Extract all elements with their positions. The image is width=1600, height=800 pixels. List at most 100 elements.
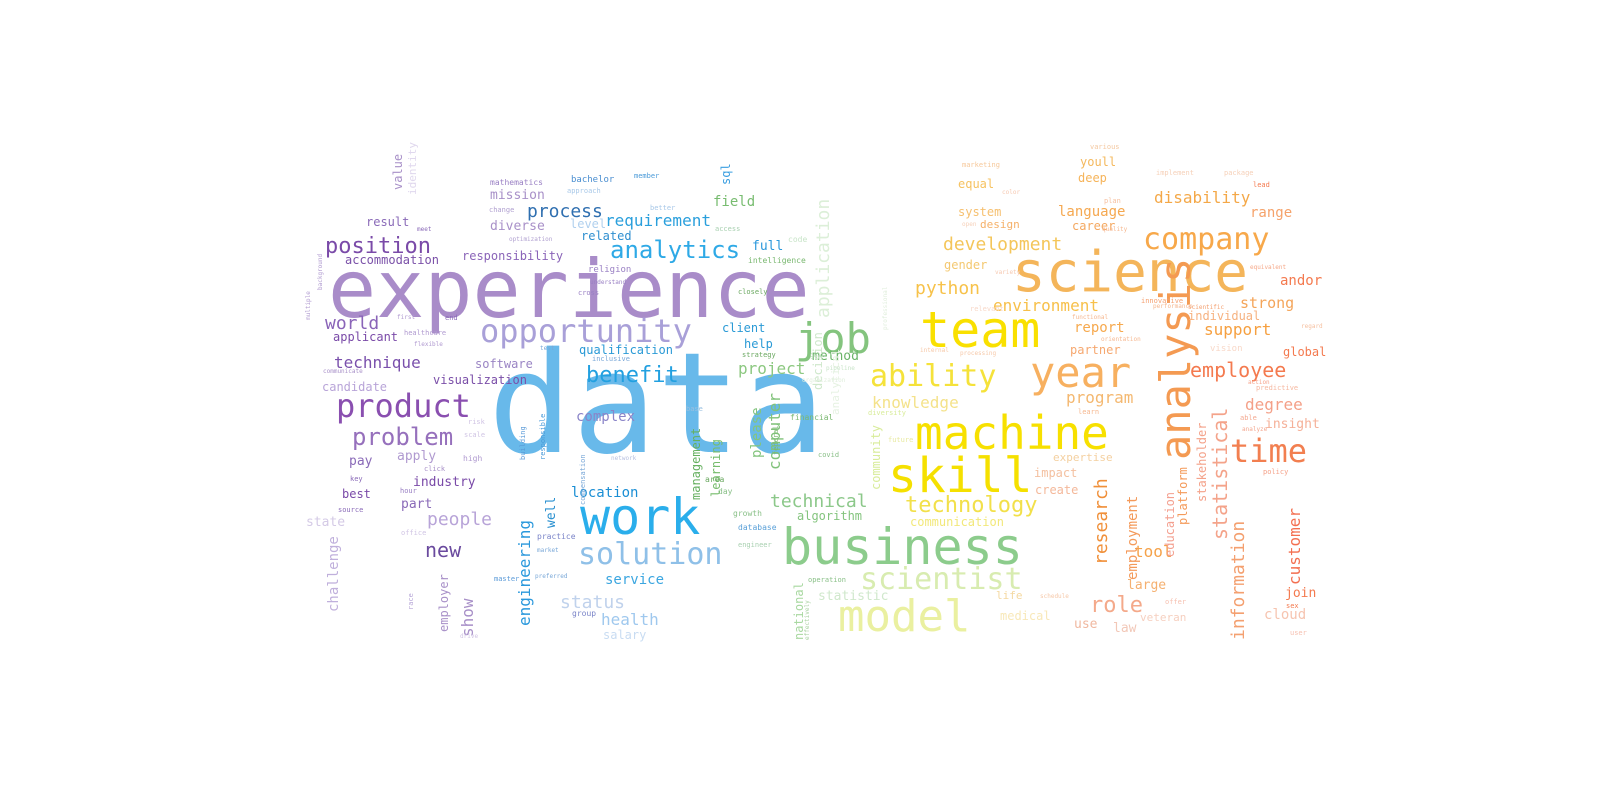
cloud-word-full: full xyxy=(752,239,784,254)
cloud-word-platform: platform xyxy=(1176,467,1190,525)
cloud-word-service: service xyxy=(605,572,665,588)
cloud-word-applicant: applicant xyxy=(333,330,399,344)
cloud-word-inclusive: inclusive xyxy=(592,355,630,363)
cloud-word-deep: deep xyxy=(1078,171,1107,185)
cloud-word-veteran: veteran xyxy=(1140,611,1187,624)
cloud-word-opportunity: opportunity xyxy=(480,312,692,350)
cloud-word-location: location xyxy=(571,485,639,501)
cloud-word-health: health xyxy=(601,610,659,629)
cloud-word-youll: youll xyxy=(1080,155,1117,169)
cloud-word-team: team xyxy=(920,301,1041,359)
cloud-word-marketing: marketing xyxy=(962,161,1000,169)
cloud-word-individual: individual xyxy=(1188,309,1261,323)
cloud-word-master: master xyxy=(494,575,520,583)
cloud-word-mathematics: mathematics xyxy=(490,178,543,187)
cloud-word-new: new xyxy=(425,538,462,562)
cloud-word-implement: implement xyxy=(1156,169,1194,177)
cloud-word-technical: technical xyxy=(770,491,868,512)
cloud-word-status: status xyxy=(560,592,626,613)
cloud-word-day: day xyxy=(718,487,733,496)
cloud-word-member: member xyxy=(634,172,660,180)
cloud-word-analytics: analytics xyxy=(610,236,741,264)
cloud-word-science: science xyxy=(1012,240,1249,305)
cloud-word-database: database xyxy=(738,523,777,532)
cloud-word-area: area xyxy=(705,475,725,484)
cloud-word-technology: technology xyxy=(905,493,1038,518)
cloud-word-pipeline: pipeline xyxy=(826,365,855,372)
cloud-word-operation: operation xyxy=(808,576,846,584)
cloud-word-base: base xyxy=(686,405,703,413)
cloud-word-professional: professional xyxy=(882,286,889,330)
cloud-word-system: system xyxy=(958,205,1002,219)
cloud-word-help: help xyxy=(744,337,773,351)
cloud-word-time: time xyxy=(1230,432,1308,470)
cloud-word-challenge: challenge xyxy=(326,536,342,612)
cloud-word-medical: medical xyxy=(1000,609,1051,623)
cloud-word-work: work xyxy=(580,488,701,546)
cloud-word-policy: policy xyxy=(1263,468,1289,476)
cloud-word-drive: drive xyxy=(460,633,479,640)
cloud-word-employer: employer xyxy=(437,574,451,632)
cloud-word-functional: functional xyxy=(1072,314,1109,321)
cloud-word-building: building xyxy=(519,426,527,460)
cloud-word-strong: strong xyxy=(1240,294,1295,312)
cloud-word-information: information xyxy=(1228,520,1249,640)
cloud-word-design: design xyxy=(980,218,1020,231)
cloud-word-open: open xyxy=(962,221,977,228)
cloud-word-gender: gender xyxy=(944,258,988,272)
cloud-word-identity: identity xyxy=(406,142,419,195)
cloud-word-employment: employment xyxy=(1125,495,1141,580)
cloud-word-access: access xyxy=(715,225,741,233)
cloud-word-world: world xyxy=(325,313,380,334)
cloud-word-group: group xyxy=(572,609,597,618)
cloud-word-federal: federal xyxy=(772,425,780,455)
cloud-word-method: method xyxy=(812,349,859,364)
cloud-word-experience: experience xyxy=(328,243,810,336)
cloud-word-research: research xyxy=(1091,478,1112,565)
cloud-word-algorithm: algorithm xyxy=(797,509,863,523)
cloud-word-predictive: predictive xyxy=(1256,384,1299,392)
cloud-word-equal: equal xyxy=(958,177,995,191)
cloud-word-intelligence: intelligence xyxy=(748,256,806,265)
cloud-word-change: change xyxy=(489,206,515,214)
cloud-word-program: program xyxy=(1066,388,1134,407)
cloud-word-impact: impact xyxy=(1034,466,1078,480)
cloud-word-machine: machine xyxy=(915,406,1109,460)
cloud-word-covid: covid xyxy=(818,451,840,459)
cloud-word-schedule: schedule xyxy=(1040,593,1069,600)
cloud-word-religion: religion xyxy=(588,265,632,275)
cloud-word-requirement: requirement xyxy=(605,211,711,230)
cloud-word-show: show xyxy=(458,598,477,637)
cloud-word-able: able xyxy=(1240,414,1257,422)
cloud-word-law: law xyxy=(1113,621,1137,636)
cloud-word-large: large xyxy=(1127,578,1167,593)
cloud-word-closely: closely xyxy=(738,288,768,296)
cloud-word-pay: pay xyxy=(349,454,373,469)
cloud-word-position: position xyxy=(325,234,431,259)
cloud-word-analyze: analyze xyxy=(1242,426,1268,433)
cloud-word-strategy: strategy xyxy=(742,351,776,359)
cloud-word-vision: vision xyxy=(1210,344,1243,354)
cloud-word-state: state xyxy=(306,515,346,530)
cloud-word-diverse: diverse xyxy=(490,219,545,234)
cloud-word-plan: plan xyxy=(1104,197,1121,205)
cloud-word-code: code xyxy=(788,235,808,244)
cloud-word-year: year xyxy=(1030,348,1132,397)
cloud-word-innovative: innovative xyxy=(1141,297,1184,305)
cloud-word-risk: risk xyxy=(468,418,485,426)
cloud-word-various: various xyxy=(1090,143,1120,151)
cloud-word-race: race xyxy=(407,593,415,610)
cloud-word-variety: variety xyxy=(995,269,1021,276)
cloud-word-model: model xyxy=(838,591,971,642)
cloud-word-project: project xyxy=(738,359,806,378)
cloud-word-engineering: engineering xyxy=(515,520,534,626)
cloud-word-regard: regard xyxy=(1301,323,1323,330)
cloud-word-relevant: relevant xyxy=(970,305,1004,313)
cloud-word-community: community xyxy=(869,424,883,490)
cloud-word-data: data xyxy=(488,323,826,486)
cloud-word-partner: partner xyxy=(1070,343,1121,357)
cloud-word-equivalent: equivalent xyxy=(1250,264,1287,271)
cloud-word-role: role xyxy=(1090,593,1143,618)
cloud-word-complex: complex xyxy=(576,409,636,425)
